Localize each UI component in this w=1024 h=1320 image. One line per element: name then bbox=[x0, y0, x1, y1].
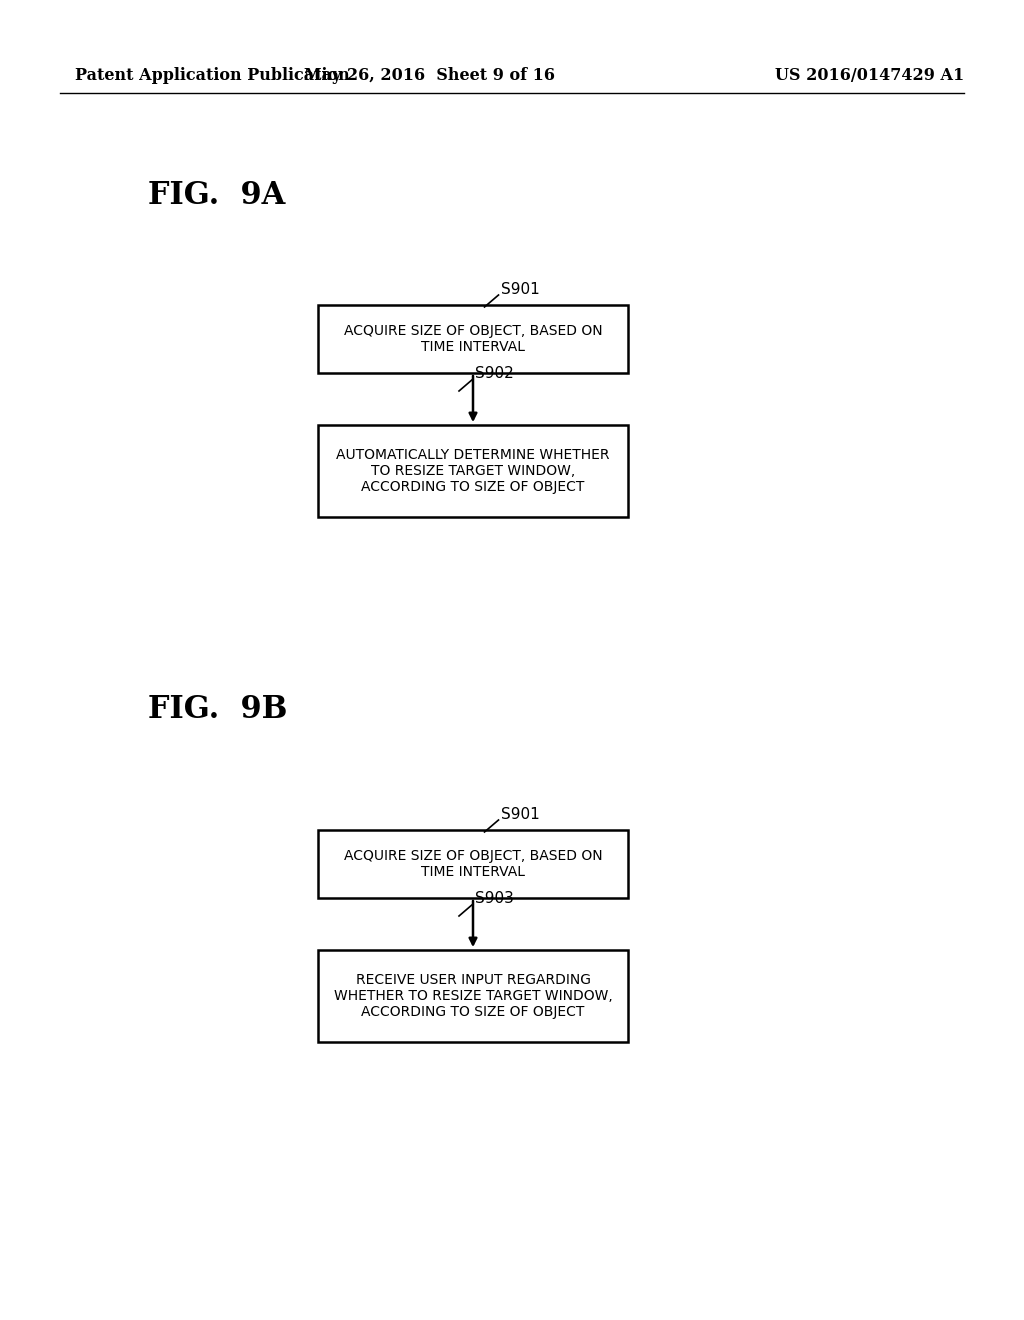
Text: Patent Application Publication: Patent Application Publication bbox=[75, 66, 350, 83]
Bar bbox=[318, 950, 628, 1041]
Text: ACQUIRE SIZE OF OBJECT, BASED ON
TIME INTERVAL: ACQUIRE SIZE OF OBJECT, BASED ON TIME IN… bbox=[344, 849, 602, 879]
Bar bbox=[318, 305, 628, 374]
Text: FIG.  9B: FIG. 9B bbox=[148, 694, 288, 726]
Text: US 2016/0147429 A1: US 2016/0147429 A1 bbox=[775, 66, 965, 83]
Text: S901: S901 bbox=[501, 282, 540, 297]
Text: S901: S901 bbox=[501, 807, 540, 822]
Text: S902: S902 bbox=[475, 366, 514, 381]
Text: FIG.  9A: FIG. 9A bbox=[148, 180, 286, 210]
Text: May 26, 2016  Sheet 9 of 16: May 26, 2016 Sheet 9 of 16 bbox=[304, 66, 555, 83]
Text: ACQUIRE SIZE OF OBJECT, BASED ON
TIME INTERVAL: ACQUIRE SIZE OF OBJECT, BASED ON TIME IN… bbox=[344, 323, 602, 354]
Bar bbox=[318, 830, 628, 898]
Bar bbox=[318, 425, 628, 517]
Text: S903: S903 bbox=[475, 891, 514, 906]
Text: AUTOMATICALLY DETERMINE WHETHER
TO RESIZE TARGET WINDOW,
ACCORDING TO SIZE OF OB: AUTOMATICALLY DETERMINE WHETHER TO RESIZ… bbox=[336, 447, 609, 494]
Text: RECEIVE USER INPUT REGARDING
WHETHER TO RESIZE TARGET WINDOW,
ACCORDING TO SIZE : RECEIVE USER INPUT REGARDING WHETHER TO … bbox=[334, 973, 612, 1019]
